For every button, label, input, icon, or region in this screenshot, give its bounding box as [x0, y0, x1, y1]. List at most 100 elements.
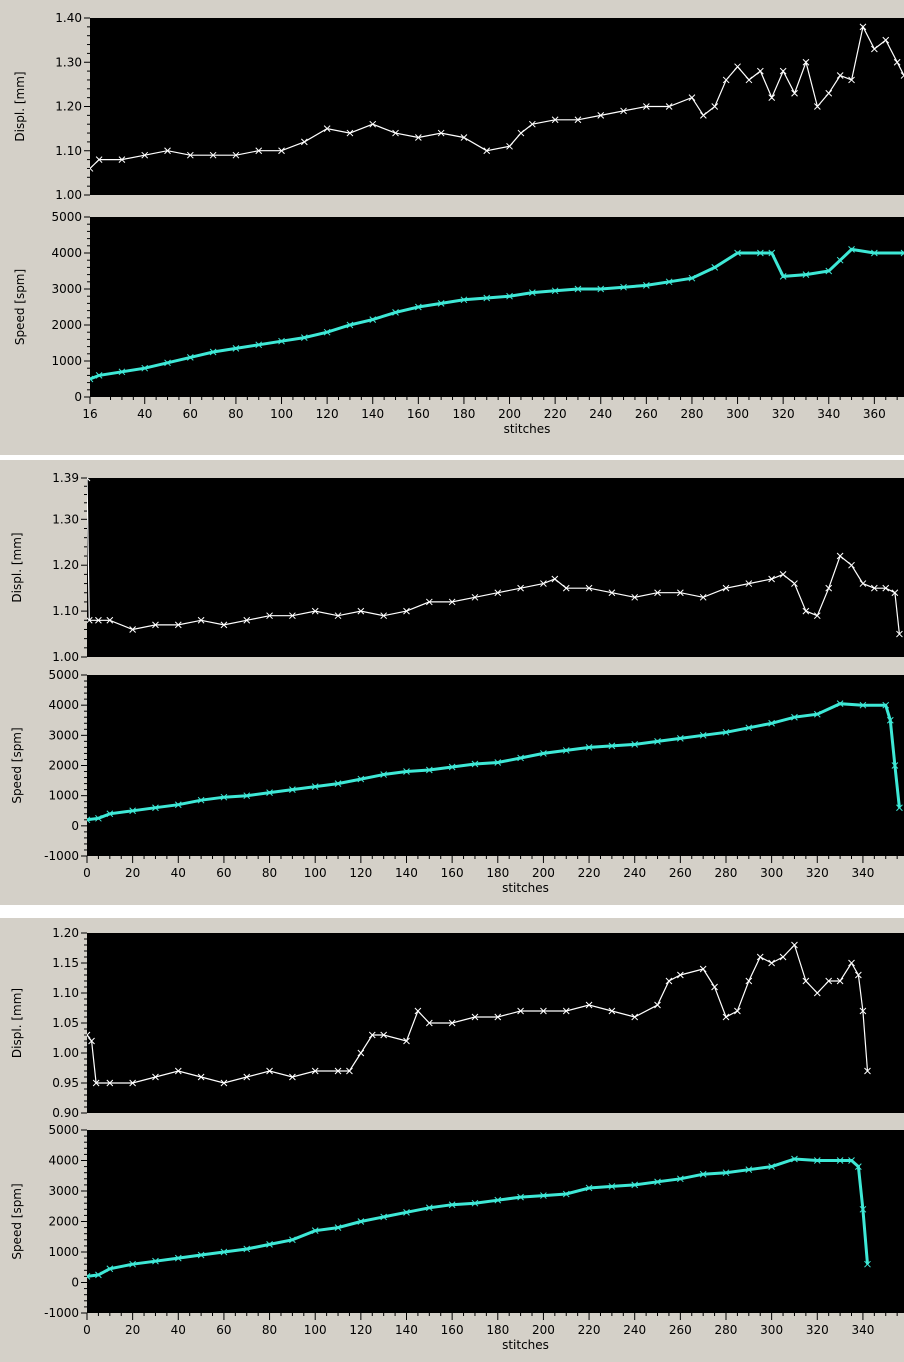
- y-tick-label: 1.10: [52, 604, 79, 618]
- x-marker-icon: [722, 584, 730, 592]
- x-marker-icon: [266, 612, 273, 620]
- x-tick-label: 340: [851, 1323, 874, 1337]
- x-marker-icon: [289, 612, 296, 620]
- x-marker-icon: [528, 120, 536, 128]
- x-marker-icon: [540, 750, 547, 757]
- y-tick-label: 1000: [48, 789, 79, 803]
- x-tick-label: 100: [270, 407, 293, 421]
- x-marker-icon: [232, 345, 240, 352]
- y-tick-label: 1.20: [52, 926, 79, 940]
- x-marker-icon: [357, 1049, 365, 1057]
- x-marker-icon: [722, 1169, 730, 1177]
- x-marker-icon: [699, 593, 707, 601]
- x-marker-icon: [448, 763, 456, 771]
- x-marker-icon: [300, 138, 308, 146]
- x-marker-icon: [562, 747, 570, 754]
- x-tick-label: 20: [125, 866, 140, 880]
- x-marker-icon: [174, 801, 182, 809]
- x-tick-label: 320: [772, 407, 795, 421]
- chart-4-speed: -1000 0 1000 2000 3000 4000 5000 Speed [spm] 0 20…: [10, 668, 904, 895]
- x-marker-icon: [855, 971, 862, 979]
- x-marker-icon: [506, 142, 513, 150]
- y-tick-label: 0.95: [52, 1076, 79, 1090]
- x-tick-label: 180: [452, 407, 475, 421]
- x-marker-icon: [334, 612, 342, 620]
- x-marker-icon: [448, 1201, 456, 1209]
- y-tick-label: 5000: [51, 210, 82, 224]
- x-marker-icon: [597, 111, 605, 119]
- x-marker-icon: [551, 287, 559, 295]
- x-marker-icon: [209, 348, 217, 356]
- x-tick-label: 260: [669, 866, 692, 880]
- x-marker-icon: [95, 1271, 102, 1279]
- x-marker-icon: [836, 977, 844, 985]
- x-marker-icon: [87, 616, 93, 624]
- x-marker-icon: [734, 249, 741, 257]
- x-tick-label: 240: [589, 407, 612, 421]
- x-marker-icon: [403, 768, 410, 775]
- x-tick-label: 200: [532, 866, 555, 880]
- x-marker-icon: [745, 977, 753, 985]
- x-marker-icon: [414, 303, 422, 311]
- y-tick-label: 5000: [48, 1123, 79, 1137]
- x-tick-label: 100: [304, 1323, 327, 1337]
- x-marker-icon: [87, 478, 91, 482]
- x-marker-icon: [711, 103, 719, 110]
- x-marker-icon: [734, 63, 741, 71]
- x-marker-icon: [106, 810, 114, 818]
- y-tick-label: 1.30: [52, 512, 79, 526]
- x-marker-icon: [197, 616, 205, 624]
- x-marker-icon: [141, 364, 149, 372]
- series-group: [90, 23, 904, 172]
- x-tick-label: 180: [486, 1323, 509, 1337]
- x-marker-icon: [654, 589, 661, 597]
- x-marker-icon: [665, 103, 673, 110]
- x-marker-icon: [471, 1199, 479, 1207]
- x-tick-label: 300: [760, 1323, 783, 1337]
- x-marker-icon: [357, 775, 365, 783]
- plot-area: [90, 217, 904, 397]
- x-marker-icon: [608, 742, 616, 750]
- series-group: [87, 478, 903, 638]
- x-marker-icon: [779, 953, 787, 961]
- x-marker-icon: [870, 584, 878, 592]
- x-tick-label: 280: [680, 407, 703, 421]
- y-tick-label: 2000: [48, 759, 79, 773]
- x-tick-label: 220: [544, 407, 567, 421]
- y-tick-label: 2000: [51, 318, 82, 332]
- x-tick-label: 160: [441, 1323, 464, 1337]
- x-marker-icon: [471, 760, 479, 768]
- y-tick-label: 1.20: [55, 100, 82, 114]
- x-marker-icon: [186, 151, 194, 159]
- x-marker-icon: [779, 273, 787, 280]
- x-marker-icon: [266, 1241, 273, 1248]
- x-marker-icon: [129, 626, 136, 633]
- x-tick-label: 120: [349, 866, 372, 880]
- x-marker-icon: [380, 1031, 388, 1039]
- x-tick-label: 160: [441, 866, 464, 880]
- x-tick-label: 300: [726, 407, 749, 421]
- x-marker-icon: [311, 1227, 319, 1235]
- x-marker-icon: [768, 1163, 775, 1170]
- x-marker-icon: [152, 621, 159, 629]
- x-marker-icon: [631, 1013, 639, 1021]
- x-marker-icon: [802, 271, 810, 278]
- x-marker-icon: [642, 103, 650, 110]
- x-tick-label: 300: [760, 866, 783, 880]
- x-tick-label: 100: [304, 866, 327, 880]
- x-marker-icon: [209, 151, 217, 159]
- x-marker-icon: [699, 111, 707, 119]
- x-marker-icon: [608, 589, 616, 597]
- x-marker-icon: [266, 789, 273, 797]
- x-marker-icon: [620, 107, 627, 115]
- x-marker-icon: [220, 621, 228, 629]
- x-marker-icon: [585, 584, 593, 592]
- x-marker-icon: [745, 1166, 753, 1174]
- x-tick-label: 340: [817, 407, 840, 421]
- y-tick-label: 1.30: [55, 55, 82, 69]
- chart-1-displacement: 1.00 1.10 1.20 1.30 1.40 Displ. [mm]: [13, 11, 904, 202]
- x-marker-icon: [90, 165, 94, 172]
- x-marker-icon: [631, 741, 639, 748]
- x-marker-icon: [676, 589, 684, 597]
- x-tick-label: 220: [578, 866, 601, 880]
